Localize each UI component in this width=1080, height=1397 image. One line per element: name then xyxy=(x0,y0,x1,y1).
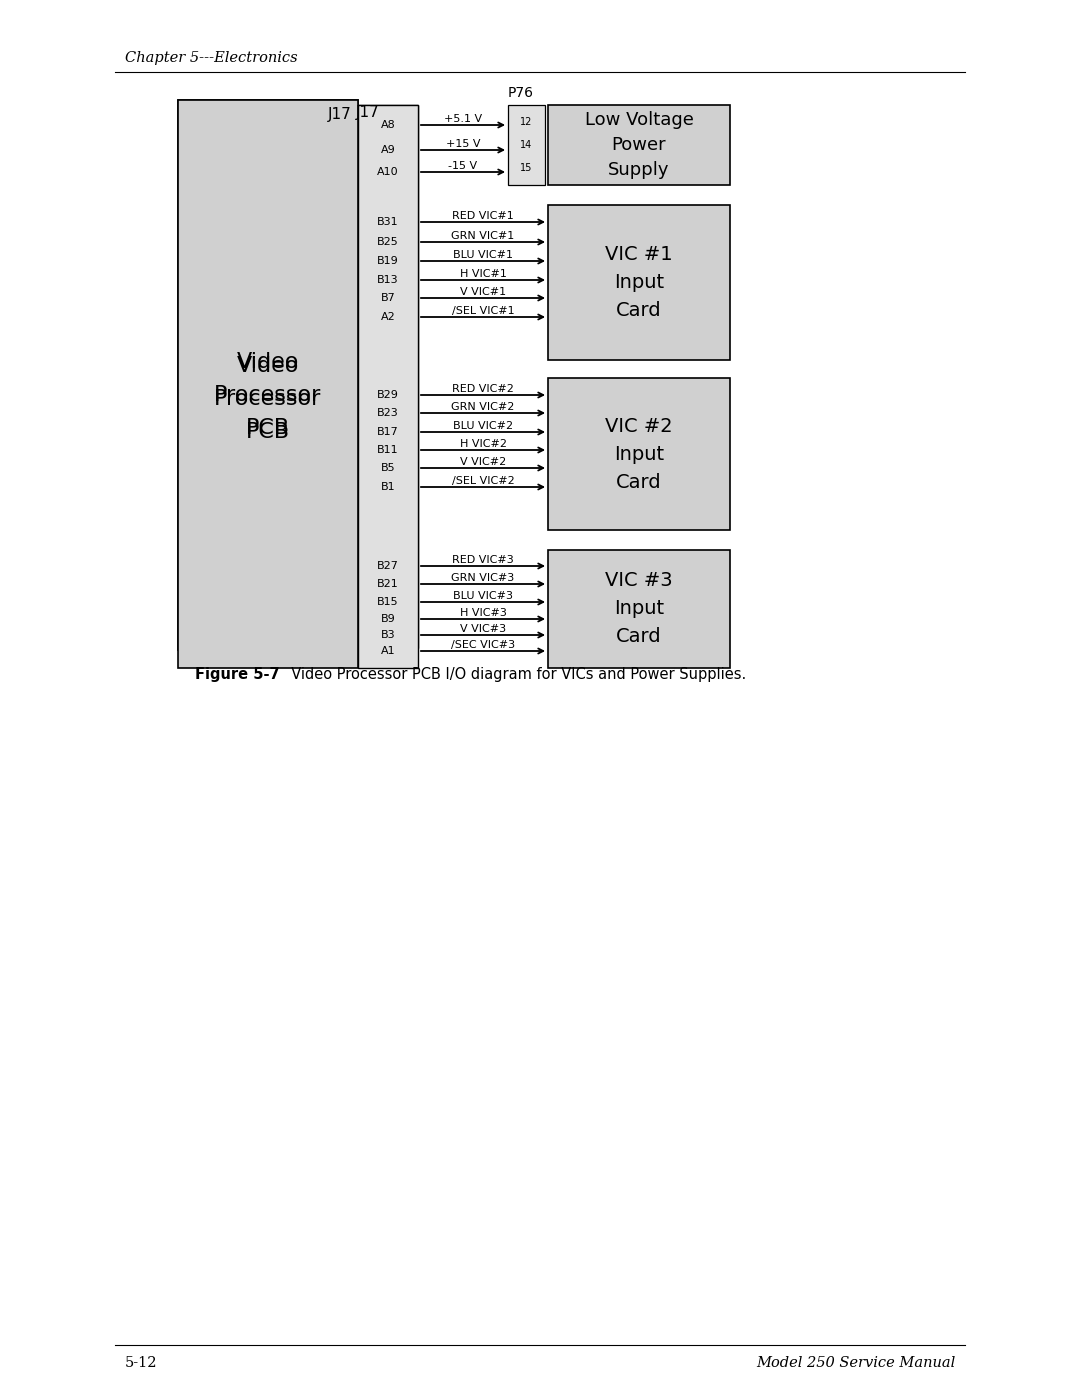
Bar xyxy=(548,379,730,529)
Text: GRN VIC#3: GRN VIC#3 xyxy=(451,573,515,583)
Text: BLU VIC#1: BLU VIC#1 xyxy=(453,250,513,260)
Bar xyxy=(178,101,357,668)
Text: B21: B21 xyxy=(377,578,399,590)
Text: B19: B19 xyxy=(377,256,399,265)
Bar xyxy=(548,205,730,360)
Text: B1: B1 xyxy=(380,482,395,492)
Text: B25: B25 xyxy=(377,237,399,247)
Text: Low Voltage
Power
Supply: Low Voltage Power Supply xyxy=(584,110,693,179)
Text: 5-12: 5-12 xyxy=(125,1356,158,1370)
Text: V VIC#3: V VIC#3 xyxy=(460,624,507,634)
Text: B11: B11 xyxy=(377,446,399,455)
Text: V VIC#1: V VIC#1 xyxy=(460,286,507,298)
Text: A1: A1 xyxy=(380,645,395,657)
Text: Video Processor PCB I/O diagram for VICs and Power Supplies.: Video Processor PCB I/O diagram for VICs… xyxy=(282,668,746,683)
Text: +5.1 V: +5.1 V xyxy=(444,115,482,124)
Text: J17: J17 xyxy=(356,105,380,120)
Text: P76: P76 xyxy=(508,87,534,101)
Bar xyxy=(357,105,418,648)
Text: 12: 12 xyxy=(521,117,532,127)
Bar xyxy=(178,101,357,650)
Text: +15 V: +15 V xyxy=(446,138,481,149)
Text: H VIC#3: H VIC#3 xyxy=(460,608,507,617)
Text: GRN VIC#1: GRN VIC#1 xyxy=(451,231,515,242)
Text: A10: A10 xyxy=(377,168,399,177)
Bar xyxy=(357,105,418,668)
Text: BLU VIC#2: BLU VIC#2 xyxy=(453,420,513,432)
Text: B23: B23 xyxy=(377,408,399,418)
Text: /SEC VIC#3: /SEC VIC#3 xyxy=(451,640,515,650)
Text: -15 V: -15 V xyxy=(448,161,477,170)
Text: B3: B3 xyxy=(380,630,395,640)
Text: RED VIC#2: RED VIC#2 xyxy=(453,384,514,394)
Text: B9: B9 xyxy=(380,615,395,624)
Text: /SEL VIC#1: /SEL VIC#1 xyxy=(451,306,514,316)
Text: BLU VIC#3: BLU VIC#3 xyxy=(453,591,513,601)
Text: 15: 15 xyxy=(521,163,532,173)
Text: VIC #2
Input
Card: VIC #2 Input Card xyxy=(605,416,673,492)
Text: A9: A9 xyxy=(380,145,395,155)
Text: VIC #3
Input
Card: VIC #3 Input Card xyxy=(605,571,673,647)
Text: RED VIC#1: RED VIC#1 xyxy=(453,211,514,221)
Text: Chapter 5---Electronics: Chapter 5---Electronics xyxy=(125,52,298,66)
Text: VIC #1
Input
Card: VIC #1 Input Card xyxy=(605,244,673,320)
Text: V VIC#2: V VIC#2 xyxy=(460,457,507,467)
Text: Figure 5-7: Figure 5-7 xyxy=(195,668,280,683)
Text: B27: B27 xyxy=(377,562,399,571)
Text: B13: B13 xyxy=(377,275,399,285)
Text: J17: J17 xyxy=(328,106,352,122)
Bar xyxy=(548,550,730,668)
Text: Model 250 Service Manual: Model 250 Service Manual xyxy=(756,1356,955,1370)
Text: B15: B15 xyxy=(377,597,399,608)
Text: H VIC#1: H VIC#1 xyxy=(460,270,507,279)
Text: RED VIC#3: RED VIC#3 xyxy=(453,555,514,564)
Text: GRN VIC#2: GRN VIC#2 xyxy=(451,402,515,412)
Text: Video
Processor
PCB: Video Processor PCB xyxy=(214,352,322,437)
Text: 14: 14 xyxy=(521,140,532,149)
Text: B7: B7 xyxy=(380,293,395,303)
Text: B31: B31 xyxy=(377,217,399,226)
Text: B17: B17 xyxy=(377,427,399,437)
Bar xyxy=(548,105,730,184)
Text: Video
Processor
PCB: Video Processor PCB xyxy=(214,356,322,441)
Text: /SEL VIC#2: /SEL VIC#2 xyxy=(451,476,514,486)
Text: A2: A2 xyxy=(380,312,395,321)
Text: B5: B5 xyxy=(380,462,395,474)
Text: A8: A8 xyxy=(380,120,395,130)
Text: H VIC#2: H VIC#2 xyxy=(459,439,507,448)
Bar xyxy=(508,105,545,184)
Text: B29: B29 xyxy=(377,390,399,400)
